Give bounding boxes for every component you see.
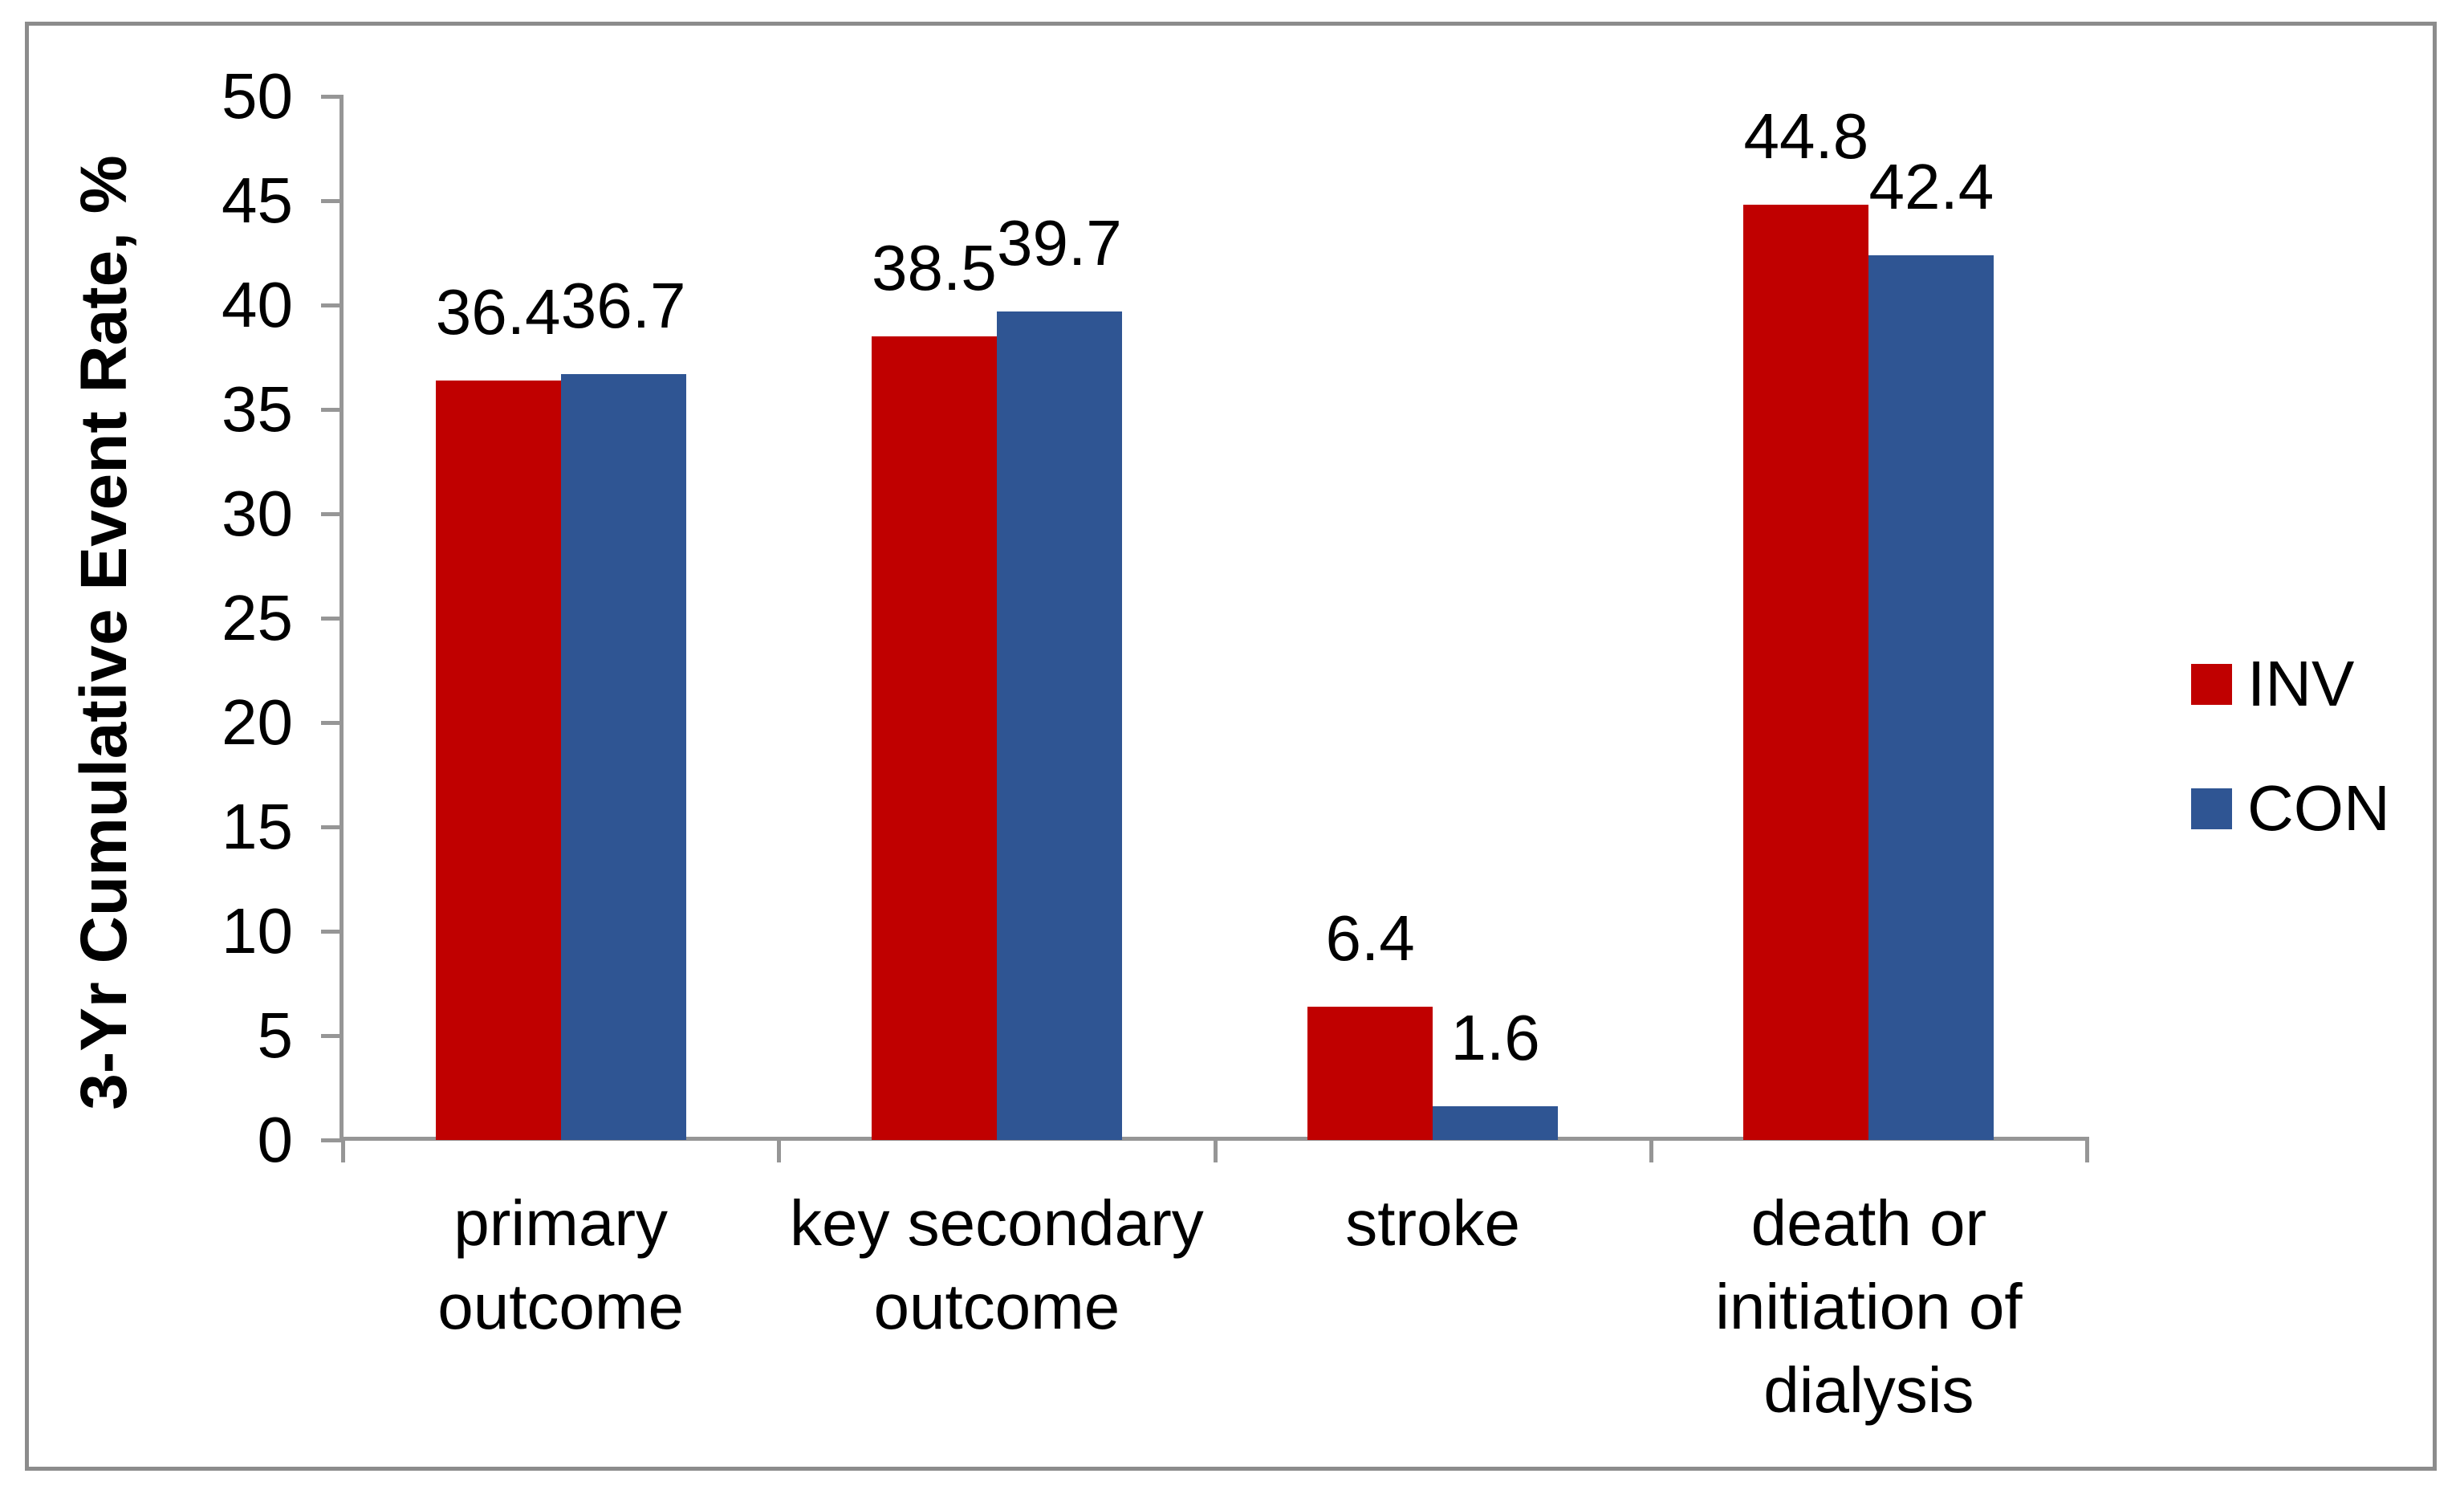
bar-con-cat1 — [996, 311, 1122, 1140]
category-label: stroke — [1345, 1187, 1521, 1259]
x-axis-tick — [341, 1138, 345, 1162]
legend-swatch-con — [2191, 788, 2232, 829]
y-axis-tick — [321, 825, 343, 829]
bar-inv-cat0 — [435, 380, 561, 1140]
x-axis-tick — [2085, 1138, 2089, 1162]
y-tick-label: 20 — [222, 686, 293, 758]
y-tick-label: 15 — [222, 791, 293, 862]
y-tick-label: 30 — [222, 478, 293, 549]
bar-value-label-inv-cat0: 36.4 — [435, 275, 561, 348]
y-axis-tick — [321, 1034, 343, 1038]
x-axis-tick — [1649, 1138, 1653, 1162]
category-label: key secondary outcome — [789, 1187, 1204, 1342]
y-tick-label: 50 — [222, 60, 293, 132]
y-axis-tick — [321, 1138, 343, 1142]
y-tick-label: 0 — [257, 1104, 294, 1175]
y-axis-tick — [321, 303, 343, 307]
y-tick-label: 45 — [222, 165, 293, 236]
legend-item-con: CON — [2191, 772, 2390, 844]
bar-con-cat2 — [1433, 1106, 1559, 1140]
bar-inv-cat2 — [1307, 1006, 1433, 1140]
bar-con-cat0 — [560, 373, 686, 1140]
x-axis-tick — [777, 1138, 782, 1162]
legend-swatch-inv — [2191, 663, 2232, 705]
bar-value-label-con-cat0: 36.7 — [560, 269, 686, 341]
legend-label-inv: INV — [2247, 648, 2355, 719]
y-axis-tick — [321, 930, 343, 934]
legend-label-con: CON — [2247, 772, 2390, 844]
bar-value-label-inv-cat3: 44.8 — [1743, 100, 1869, 173]
x-axis-tick — [1213, 1138, 1218, 1162]
category-label: primary outcome — [437, 1187, 685, 1342]
bar-value-label-inv-cat1: 38.5 — [872, 232, 997, 303]
y-axis-tick — [321, 95, 343, 99]
y-axis-tick — [321, 512, 343, 516]
bar-value-label-inv-cat2: 6.4 — [1325, 902, 1415, 974]
y-axis-tick — [321, 199, 343, 203]
bar-con-cat3 — [1868, 254, 1994, 1140]
y-tick-label: 25 — [222, 582, 293, 653]
y-tick-label: 40 — [222, 269, 293, 340]
y-axis-tick — [321, 617, 343, 621]
bar-value-label-con-cat3: 42.4 — [1868, 150, 1994, 222]
category-label: death or initiation of dialysis — [1715, 1187, 2023, 1426]
y-axis-tick — [321, 721, 343, 725]
bar-inv-cat3 — [1743, 205, 1869, 1140]
chart-outer-border — [25, 22, 2437, 1471]
y-axis-tick — [321, 408, 343, 412]
y-tick-label: 5 — [257, 999, 294, 1071]
y-tick-label: 35 — [222, 373, 293, 445]
legend-item-inv: INV — [2191, 648, 2355, 719]
bar-value-label-con-cat1: 39.7 — [997, 206, 1122, 279]
bar-inv-cat1 — [871, 336, 997, 1140]
y-tick-label: 10 — [222, 895, 293, 967]
bar-value-label-con-cat2: 1.6 — [1450, 1002, 1540, 1074]
